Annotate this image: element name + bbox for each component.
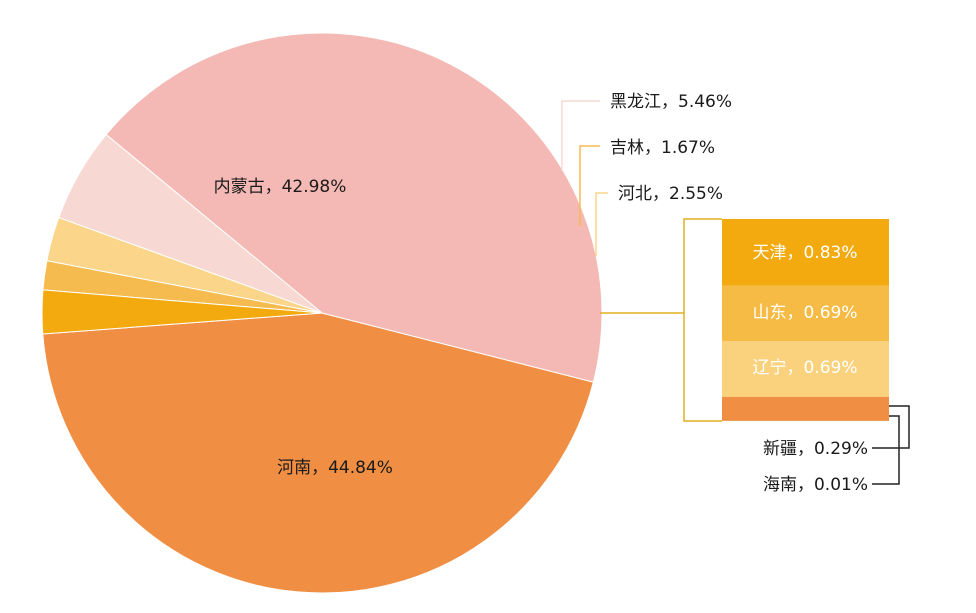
callout-line-jilin	[579, 145, 600, 226]
breakdown-bar	[722, 219, 889, 421]
slice-label-henan: 河南，44.84%	[277, 458, 393, 478]
callout-line-hebei	[595, 192, 608, 256]
callout-line-heilongjiang	[561, 100, 600, 171]
breakdown-label-tianjin: 天津，0.83%	[752, 243, 857, 263]
slice-label-neimenggu: 内蒙古，42.98%	[214, 177, 347, 197]
breakdown-segment-4	[722, 420, 889, 421]
pie-slice-1	[105, 32, 603, 383]
callout-line-hainan	[872, 415, 900, 485]
breakdown-label-shandong: 山东，0.69%	[752, 303, 857, 323]
callout-line-xinjiang	[872, 405, 910, 449]
breakdown-segment-2	[722, 341, 889, 397]
slice-label-hebei: 河北，2.55%	[618, 184, 723, 204]
slice-label-jilin: 吉林，1.67%	[610, 138, 715, 158]
slice-label-heilongjiang: 黑龙江，5.46%	[610, 92, 732, 112]
breakdown-segment-1	[722, 285, 889, 342]
bracket-other	[683, 218, 722, 422]
breakdown-label-xinjiang: 新疆，0.29%	[763, 439, 868, 459]
callout-lines	[561, 100, 910, 485]
pie-slice-0	[42, 312, 594, 594]
breakdown-label-liaoning: 辽宁，0.69%	[752, 358, 857, 378]
pie-slices	[41, 32, 603, 594]
pie-slice-5	[41, 289, 323, 335]
breakdown-segment-0	[722, 219, 889, 286]
breakdown-segment-3	[722, 396, 889, 421]
breakdown-label-hainan: 海南，0.01%	[763, 475, 868, 495]
